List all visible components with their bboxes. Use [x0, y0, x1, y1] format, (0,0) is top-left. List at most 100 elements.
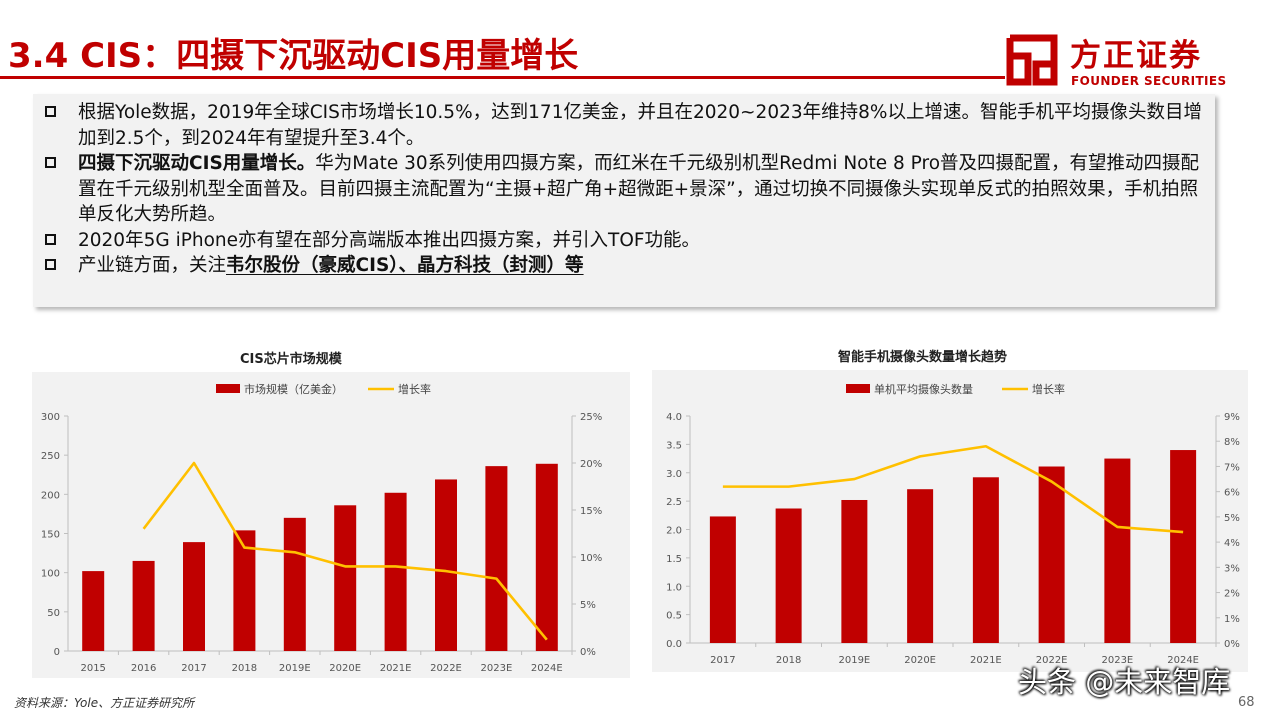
y-tick-label-left: 0 — [54, 647, 60, 658]
bullet-item: 2020年5G iPhone亦有望在部分高端版本推出四摄方案，并引入TOF功能。 — [45, 228, 1207, 254]
x-tick-label: 2019E — [279, 663, 311, 674]
bar — [435, 479, 457, 651]
y-tick-label-left: 3.5 — [666, 440, 682, 451]
bar — [972, 477, 999, 643]
legend-label-bar: 市场规模（亿美金） — [244, 382, 343, 396]
y-tick-label-left: 200 — [41, 490, 60, 501]
x-tick-label: 2022E — [1036, 655, 1068, 666]
y-tick-label-right: 9% — [1224, 412, 1240, 423]
y-tick-label-right: 20% — [580, 459, 602, 470]
bar — [709, 516, 736, 643]
bar — [535, 463, 558, 651]
bar — [775, 508, 802, 643]
y-tick-label-right: 7% — [1224, 462, 1240, 473]
y-tick-label-left: 150 — [41, 530, 60, 541]
growth-rate-line — [142, 461, 548, 641]
chart-title-cis-market: CIS芯片市场规模 — [240, 352, 342, 367]
bullet-text: 华为Mate 30系列使用四摄方案，而红米在千元级别机型Redmi Note 8… — [78, 153, 1200, 225]
bar — [485, 466, 508, 651]
chart-title-camera-count: 智能手机摄像头数量增长趋势 — [838, 350, 1008, 365]
page-number: 68 — [1238, 695, 1255, 710]
y-tick-label-right: 8% — [1224, 437, 1240, 448]
y-tick-label-left: 50 — [47, 608, 60, 619]
bullet-square-icon — [45, 233, 56, 245]
bar — [132, 560, 155, 651]
bullet-text: 根据Yole数据，2019年全球CIS市场增长10.5%，达到171亿美金，并且… — [78, 102, 1202, 149]
legend-label-line: 增长率 — [1032, 382, 1065, 396]
x-tick-label: 2024E — [531, 663, 563, 674]
bar — [1104, 458, 1131, 643]
chart-cis-market: 0 50 100 150 200 250 300 0% 5% 10% 15% 20% 25% 2015 20… — [32, 372, 630, 678]
chart-svg: 0.0 0.5 1.0 1.5 2.0 2.5 3.0 3.5 4.0 0% 1% 2% 3% 4% 5% 6… — [666, 382, 1240, 666]
legend-swatch-bar — [216, 384, 240, 393]
bar — [82, 571, 105, 651]
bar — [384, 492, 407, 651]
bullet-text: 2020年5G iPhone亦有望在部分高端版本推出四摄方案，并引入TOF功能。 — [78, 229, 701, 251]
bullet-square-icon — [45, 259, 56, 270]
y-tick-label-right: 2% — [1224, 589, 1240, 600]
y-tick-label-right: 1% — [1224, 614, 1240, 625]
x-tick-label: 2023E — [481, 663, 513, 674]
bullet-item: 产业链方面，关注韦尔股份（豪威CIS）、晶方科技（封测）等 — [45, 253, 1207, 279]
logo-text-cn: 方正证券 — [1070, 38, 1202, 74]
y-tick-label-left: 4.0 — [666, 412, 682, 423]
y-tick-label-left: 0.5 — [666, 611, 682, 622]
legend-label-line: 增长率 — [398, 382, 431, 396]
x-tick-label: 2017 — [181, 663, 206, 674]
y-tick-label-left: 100 — [41, 569, 60, 580]
bar — [1170, 450, 1197, 643]
x-tick-label: 2020E — [904, 655, 936, 666]
x-tick-label: 2016 — [131, 663, 156, 674]
y-tick-label-left: 3.0 — [666, 469, 682, 480]
x-tick-label: 2024E — [1167, 655, 1199, 666]
title-divider — [0, 76, 1005, 79]
legend-swatch-bar — [846, 384, 870, 393]
y-tick-label-left: 250 — [41, 451, 60, 462]
y-tick-label-left: 1.5 — [666, 554, 682, 565]
page-title: 3.4 CIS：四摄下沉驱动CIS用量增长 — [8, 36, 579, 76]
y-tick-label-right: 15% — [580, 506, 602, 517]
bullet-square-icon — [45, 157, 56, 168]
y-tick-label-right: 0% — [1224, 639, 1240, 650]
watermark: 头条 @未来智库 — [1018, 665, 1231, 699]
bar — [283, 517, 306, 651]
company-logo: 方正证券 FOUNDER SECURITIES — [1006, 30, 1268, 92]
y-tick-label-left: 300 — [41, 412, 60, 423]
y-tick-label-right: 0% — [580, 647, 596, 658]
bullet-item: 四摄下沉驱动CIS用量增长。华为Mate 30系列使用四摄方案，而红米在千元级别… — [45, 151, 1207, 228]
x-tick-label: 2019E — [838, 655, 870, 666]
x-tick-label: 2020E — [329, 663, 361, 674]
x-tick-label: 2022E — [430, 663, 462, 674]
y-tick-label-left: 1.0 — [666, 582, 682, 593]
bullet-underlined-text: 韦尔股份（豪威CIS）、晶方科技（封测）等 — [226, 255, 584, 276]
y-tick-label-left: 2.0 — [666, 526, 682, 537]
legend-label-bar: 单机平均摄像头数量 — [874, 382, 973, 396]
x-tick-label: 2021E — [380, 663, 412, 674]
bar — [183, 542, 205, 651]
y-tick-label-right: 6% — [1224, 488, 1240, 499]
x-tick-label: 2018 — [232, 663, 257, 674]
y-tick-label-right: 10% — [580, 553, 602, 564]
bullet-item: 根据Yole数据，2019年全球CIS市场增长10.5%，达到171亿美金，并且… — [45, 100, 1207, 151]
y-tick-label-right: 5% — [1224, 513, 1240, 524]
bar — [233, 530, 256, 651]
bar — [841, 499, 868, 643]
x-tick-label: 2018 — [776, 655, 801, 666]
bullet-bold-text: 四摄下沉驱动CIS用量增长。 — [78, 153, 316, 174]
y-tick-label-right: 5% — [580, 600, 596, 611]
y-tick-label-left: 0.0 — [666, 639, 682, 650]
y-tick-label-right: 4% — [1224, 538, 1240, 549]
chart-svg: 0 50 100 150 200 250 300 0% 5% 10% 15% 20% 25% 2015 20… — [41, 382, 602, 674]
bullet-text: 产业链方面，关注 — [78, 255, 227, 276]
growth-rate-line — [722, 444, 1184, 534]
bar — [907, 489, 934, 643]
x-tick-label: 2017 — [710, 655, 735, 666]
x-tick-label: 2023E — [1101, 655, 1133, 666]
founder-logo-icon — [1006, 34, 1058, 86]
bullet-square-icon — [45, 106, 56, 117]
y-tick-label-right: 3% — [1224, 563, 1240, 574]
y-tick-label-left: 2.5 — [666, 497, 682, 508]
x-tick-label: 2015 — [80, 663, 105, 674]
chart-camera-count: 0.0 0.5 1.0 1.5 2.0 2.5 3.0 3.5 4.0 0% 1% 2% 3% 4% 5% 6… — [652, 370, 1248, 672]
x-tick-label: 2021E — [970, 655, 1002, 666]
